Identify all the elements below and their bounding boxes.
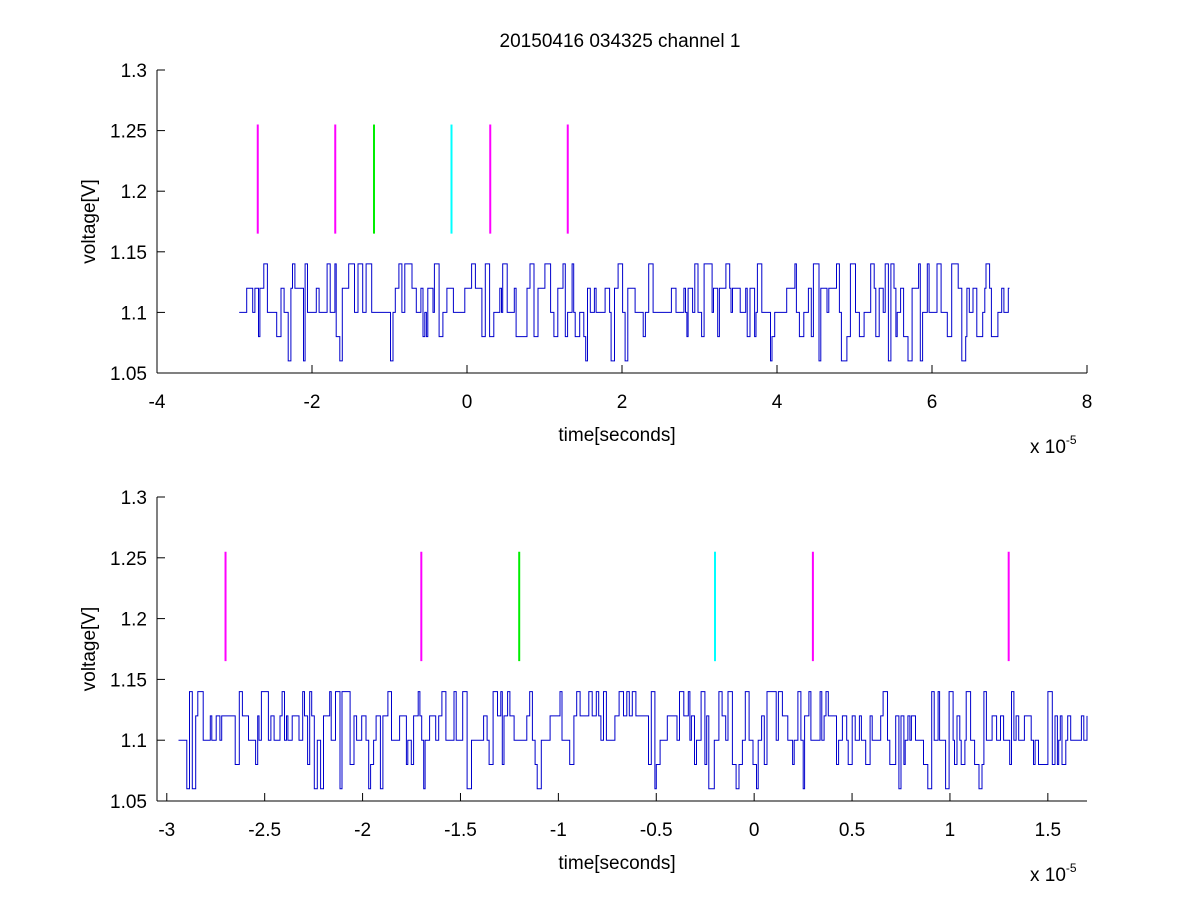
top-voltage-trace <box>239 263 1010 362</box>
bottom-y-tick-label: 1.05 <box>110 792 147 813</box>
top-x-tick-label: 6 <box>927 392 938 413</box>
bottom-x-tick-label: -2.5 <box>248 820 281 841</box>
top-marker-layer <box>256 124 569 234</box>
bottom-x-tick-label: -2 <box>354 820 371 841</box>
bottom-x-axis-label: time[seconds] <box>558 853 675 874</box>
top-y-tick-label: 1.2 <box>121 182 147 203</box>
top-y-axis-label: voltage[V] <box>79 179 100 264</box>
top-y-tick-label: 1.15 <box>110 243 147 264</box>
bottom-x-tick-label: 1.5 <box>1035 820 1061 841</box>
bottom-x-tick-label: 0.5 <box>839 820 865 841</box>
bottom-voltage-trace <box>178 691 1088 790</box>
top-x-tick-label: -2 <box>304 392 321 413</box>
figure-title: 20150416 034325 channel 1 <box>500 31 741 52</box>
top-x-tick-label: -4 <box>149 392 166 413</box>
top-trace-layer <box>239 263 1010 362</box>
top-x-tick-label: 2 <box>617 392 628 413</box>
bottom-x-exponent-power: -5 <box>1066 861 1077 875</box>
bottom-y-tick-label: 1.2 <box>121 610 147 631</box>
top-x-exponent: x 10-5 <box>1030 433 1077 458</box>
bottom-axes: -3 -2.5 -2 -1.5 -1 -0.5 0 0.5 1 1.5 1.05 1.1 1.15 1.2… <box>110 488 1087 841</box>
bottom-x-tick-label: 0 <box>749 820 760 841</box>
bottom-x-tick-label: -1.5 <box>444 820 477 841</box>
top-x-exponent-power: -5 <box>1066 433 1077 447</box>
top-y-tick-label: 1.1 <box>121 303 147 324</box>
bottom-x-tick-label: -0.5 <box>640 820 673 841</box>
top-y-tick-label: 1.05 <box>110 364 147 385</box>
bottom-x-exponent-base: x 10 <box>1030 865 1066 886</box>
bottom-trace-layer <box>178 691 1088 790</box>
bottom-plot: -3 -2.5 -2 -1.5 -1 -0.5 0 0.5 1 1.5 1.05 1.1 1.15 1.2… <box>79 488 1088 886</box>
bottom-x-tick-label: -3 <box>158 820 175 841</box>
top-axes: -4 -2 0 2 4 6 8 1.05 1.1 1.15 1.2 1.25 1.3 <box>110 61 1092 413</box>
bottom-y-axis-label: voltage[V] <box>79 607 100 692</box>
top-x-tick-label: 4 <box>772 392 783 413</box>
top-x-tick-label: 8 <box>1082 392 1093 413</box>
top-plot: -4 -2 0 2 4 6 8 1.05 1.1 1.15 1.2 1.25 1.3 time[seco… <box>79 61 1092 458</box>
bottom-y-tick-label: 1.15 <box>110 670 147 691</box>
top-y-tick-label: 1.25 <box>110 122 147 143</box>
bottom-marker-layer <box>224 551 1010 662</box>
top-x-axis-label: time[seconds] <box>558 425 675 446</box>
bottom-y-tick-label: 1.1 <box>121 731 147 752</box>
top-y-tick-label: 1.3 <box>121 61 147 82</box>
bottom-x-tick-label: -1 <box>550 820 567 841</box>
bottom-x-exponent: x 10-5 <box>1030 861 1077 886</box>
top-x-exponent-base: x 10 <box>1030 437 1066 458</box>
bottom-x-tick-label: 1 <box>945 820 956 841</box>
bottom-y-tick-label: 1.3 <box>121 488 147 509</box>
bottom-y-tick-label: 1.25 <box>110 549 147 570</box>
top-x-tick-label: 0 <box>462 392 473 413</box>
